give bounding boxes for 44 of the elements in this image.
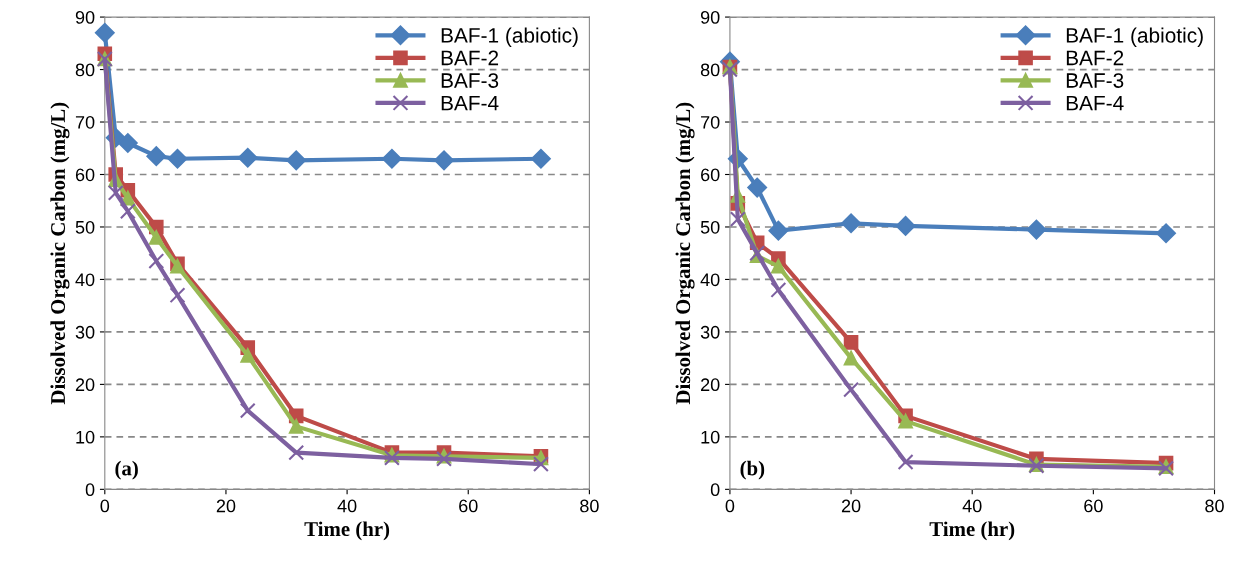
legend-label: BAF-2 xyxy=(1066,50,1124,66)
legend-label: BAF-2 xyxy=(441,50,499,66)
y-tick-label: 50 xyxy=(75,220,95,234)
x-axis-title: Time (hr) xyxy=(304,521,390,541)
y-tick-label: 0 xyxy=(710,483,720,497)
y-axis-title: Dissolved Organic Carbon (mg/L) xyxy=(50,102,70,405)
legend-label: BAF-1 (abiotic) xyxy=(441,27,578,47)
annotation: (b) xyxy=(740,460,765,480)
y-tick-label: 50 xyxy=(700,220,720,234)
y-tick-label: 80 xyxy=(75,63,95,77)
y-tick-label: 60 xyxy=(701,168,720,182)
legend-label: BAF-4 xyxy=(1066,95,1124,111)
y-tick-label: 10 xyxy=(76,430,95,444)
y-tick-label: 90 xyxy=(75,11,95,24)
y-tick-label: 70 xyxy=(701,115,720,129)
annotation: (a) xyxy=(115,460,138,480)
x-axis-title: Time (hr) xyxy=(929,521,1015,541)
x-tick-label: 80 xyxy=(1205,499,1224,513)
x-tick-label: 40 xyxy=(962,499,982,513)
x-tick-label: 80 xyxy=(580,499,599,513)
x-tick-label: 0 xyxy=(725,499,735,513)
y-tick-label: 30 xyxy=(700,325,720,339)
y-tick-label: 10 xyxy=(701,430,720,444)
x-tick-label: 20 xyxy=(841,499,861,513)
y-tick-label: 20 xyxy=(701,378,720,392)
y-tick-label: 0 xyxy=(85,483,95,497)
legend-label: BAF-1 (abiotic) xyxy=(1066,27,1203,47)
y-tick-label: 90 xyxy=(700,11,720,24)
y-tick-label: 70 xyxy=(75,115,95,129)
x-tick-label: 0 xyxy=(100,499,110,513)
x-tick-label: 60 xyxy=(459,499,478,513)
y-tick-label: 40 xyxy=(75,273,95,287)
legend-label: BAF-3 xyxy=(441,73,499,88)
x-tick-label: 20 xyxy=(216,499,236,513)
y-tick-label: 40 xyxy=(700,273,720,287)
y-tick-label: 20 xyxy=(75,378,95,392)
y-tick-label: 30 xyxy=(75,325,95,339)
legend-label: BAF-4 xyxy=(441,95,499,111)
y-axis-title: Dissolved Organic Carbon (mg/L) xyxy=(675,102,695,405)
legend-label: BAF-3 xyxy=(1066,73,1124,88)
y-tick-label: 60 xyxy=(75,168,95,182)
y-tick-label: 80 xyxy=(700,63,720,77)
x-tick-label: 60 xyxy=(1084,499,1103,513)
x-tick-label: 40 xyxy=(337,499,357,513)
